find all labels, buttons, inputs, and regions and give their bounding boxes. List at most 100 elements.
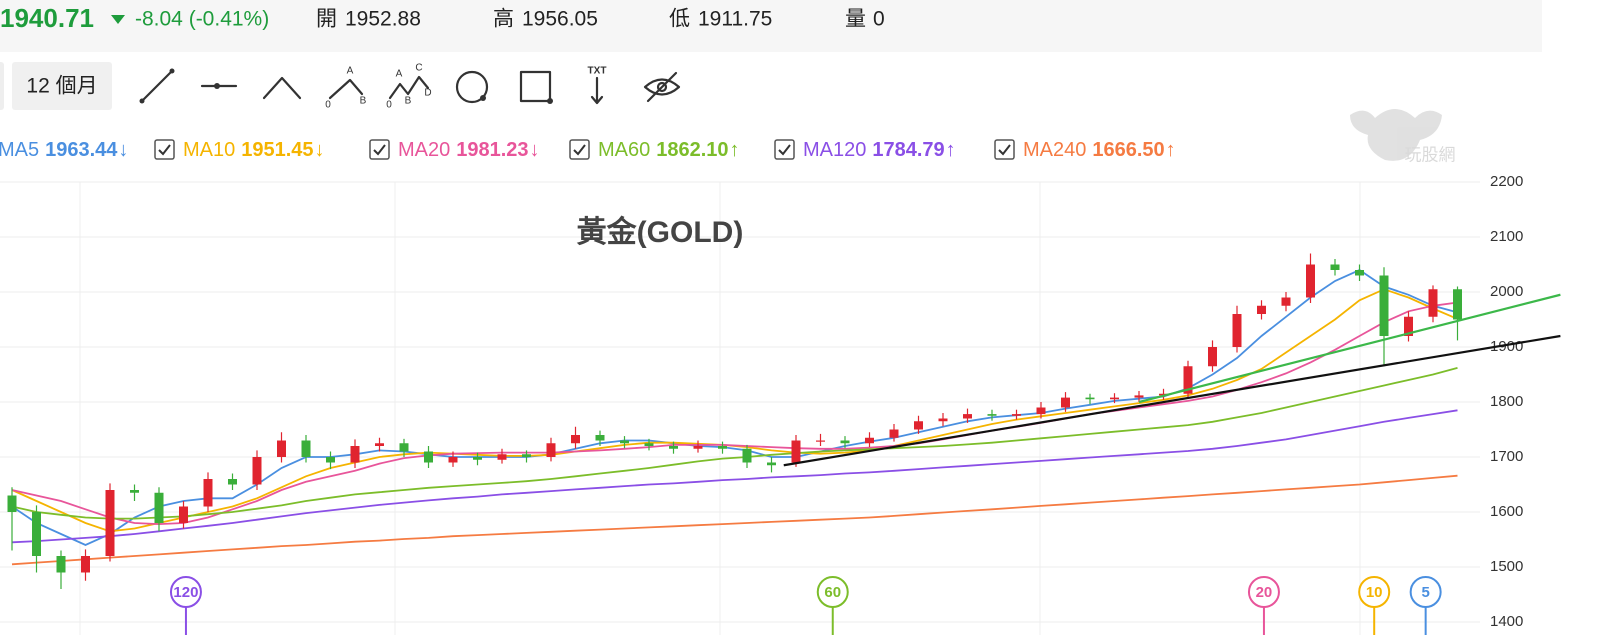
marker-circle xyxy=(816,576,849,608)
ma-toggle[interactable] xyxy=(154,139,175,160)
candle-body xyxy=(522,454,531,457)
candle-body xyxy=(350,446,360,463)
trendline xyxy=(783,334,1561,467)
high-value: 1956.05 xyxy=(522,8,598,31)
ma-toggle[interactable] xyxy=(994,139,1015,160)
tool-rect[interactable] xyxy=(519,70,553,104)
marker-circle xyxy=(1358,576,1391,608)
ma-name: MA10 xyxy=(183,139,235,161)
candle-body xyxy=(301,440,311,457)
y-tick-label: 2100 xyxy=(1490,228,1523,245)
candle-body xyxy=(1355,270,1364,276)
candle-body xyxy=(693,446,703,449)
ma-legend-item: MA10 1951.45↓ xyxy=(183,139,325,161)
ma-value: 1784.79 xyxy=(872,139,944,161)
y-tick-label: 1500 xyxy=(1490,558,1523,575)
ma-line xyxy=(11,301,1458,526)
moving-averages xyxy=(11,268,1458,566)
candle-body xyxy=(1257,305,1266,314)
watermark-text: 玩股網 xyxy=(1405,145,1456,164)
candle-body xyxy=(1232,314,1242,347)
ma-value: 1666.50 xyxy=(1092,139,1164,161)
candle-body xyxy=(595,435,605,441)
candle-body xyxy=(1183,366,1193,394)
tool-hline[interactable] xyxy=(200,83,238,89)
candle-body xyxy=(1404,316,1413,336)
ma-line xyxy=(11,268,1458,546)
tool-abc[interactable]: A 0 B xyxy=(325,66,366,111)
period-button[interactable] xyxy=(12,62,112,110)
ma-legend-item: MA120 1784.79↑ xyxy=(803,139,956,161)
y-tick-label: 1700 xyxy=(1490,448,1523,465)
ma-toggle[interactable] xyxy=(369,139,390,160)
candle-body xyxy=(571,435,580,444)
candle-body xyxy=(767,462,776,466)
tool-hide[interactable] xyxy=(643,71,681,103)
candle-body xyxy=(1036,407,1046,415)
candle-body xyxy=(546,443,556,457)
candle-body xyxy=(718,446,727,449)
candle-body xyxy=(1306,264,1315,298)
candle-body xyxy=(497,454,507,460)
ma-name: MA240 xyxy=(1023,139,1086,161)
icon-text: 0 xyxy=(386,100,392,111)
tool-text[interactable]: TXT xyxy=(588,66,607,105)
candle-body xyxy=(1159,393,1168,396)
ma-toggle[interactable] xyxy=(569,139,590,160)
chart-title: 黃金(GOLD) xyxy=(577,215,744,249)
candles xyxy=(7,253,1462,589)
ma-legend-item: MA60 1862.10↑ xyxy=(598,139,740,161)
ma-trend: ↑ xyxy=(730,139,740,161)
volume-value: 0 xyxy=(873,8,885,31)
checkbox xyxy=(774,139,795,160)
candle-body xyxy=(914,421,923,430)
ma-name: MA5 xyxy=(0,139,39,161)
ma-trend: ↓ xyxy=(315,139,325,161)
candle-body xyxy=(448,457,458,463)
checkmark xyxy=(373,144,386,156)
candle-body xyxy=(179,506,188,523)
y-tick-label: 2200 xyxy=(1490,173,1523,190)
ma-line xyxy=(11,474,1458,566)
ma-name: MA120 xyxy=(803,139,866,161)
candle-body xyxy=(1330,264,1340,270)
candle-body xyxy=(375,443,384,446)
prev-button[interactable] xyxy=(0,62,4,110)
volume-label: 量 xyxy=(845,8,866,31)
ma-value: 1981.23 xyxy=(456,139,528,161)
candle-body xyxy=(1208,347,1217,367)
ma-line xyxy=(11,367,1458,520)
change: -8.04 (-0.41%) xyxy=(135,8,269,31)
candle-body xyxy=(1085,397,1095,400)
tool-line[interactable] xyxy=(139,68,175,104)
candle-body xyxy=(130,490,139,493)
candle-body xyxy=(154,492,164,523)
y-tick-label: 1800 xyxy=(1490,393,1523,410)
ma-trend: ↓ xyxy=(530,139,540,161)
ma-trend: ↓ xyxy=(118,139,128,161)
tool-abcd[interactable]: A C 0 B D xyxy=(386,63,431,111)
marker-circle xyxy=(1409,576,1442,608)
icon-text: TXT xyxy=(588,66,607,77)
candle-body xyxy=(816,440,825,442)
candle-body xyxy=(791,440,801,463)
ma-value: 1951.45 xyxy=(241,139,313,161)
ma-toggle[interactable] xyxy=(774,139,795,160)
candle-body xyxy=(277,440,286,457)
grid: 1400 1500 1600 1700 1800 1900 2000 2100 2200 xyxy=(0,173,1523,630)
candle-body xyxy=(1110,397,1119,400)
y-tick-label: 1600 xyxy=(1490,503,1523,520)
tool-circle[interactable] xyxy=(455,70,489,104)
price: 1940.71 xyxy=(0,3,94,33)
candle-body xyxy=(1281,297,1291,306)
tool-angle[interactable] xyxy=(262,76,302,100)
trendlines xyxy=(783,293,1561,467)
low-value: 1911.75 xyxy=(698,8,772,31)
ma-legend-item: MA5 1963.44↓ xyxy=(0,139,128,161)
candle-body xyxy=(1134,395,1144,398)
candle-body xyxy=(203,479,213,507)
candle-body xyxy=(399,443,409,452)
icon-text: A xyxy=(347,66,354,77)
open-label: 開 xyxy=(316,8,337,31)
